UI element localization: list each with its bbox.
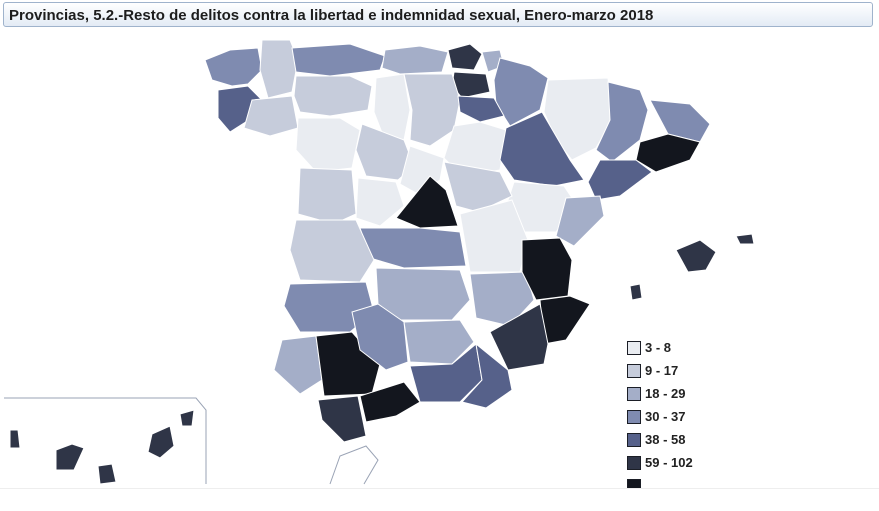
- canary-fuerteventura[interactable]: [147, 425, 175, 459]
- legend-item: 9 - 17: [627, 363, 717, 378]
- province-cordoba[interactable]: [351, 303, 409, 371]
- legend-swatch: [627, 410, 641, 424]
- province-a-coruna[interactable]: [204, 47, 263, 87]
- canary-inset-frame: [4, 397, 207, 484]
- legend-swatch: [627, 341, 641, 355]
- province-almeria[interactable]: [461, 342, 513, 409]
- province-ourense[interactable]: [243, 95, 299, 137]
- choropleth-map: [4, 39, 755, 485]
- province-lleida[interactable]: [595, 81, 649, 163]
- province-burgos[interactable]: [403, 73, 461, 147]
- legend-label: 38 - 58: [645, 432, 686, 447]
- canary-lanzarote[interactable]: [179, 409, 195, 427]
- province-cadiz[interactable]: [317, 395, 367, 443]
- province-malaga[interactable]: [359, 381, 421, 423]
- legend-item: 18 - 29: [627, 386, 717, 401]
- legend-label: 18 - 29: [645, 386, 686, 401]
- province-tarragona[interactable]: [587, 159, 653, 201]
- province-cantabria[interactable]: [381, 45, 449, 75]
- canary-gran-canaria[interactable]: [97, 463, 117, 485]
- province-girona[interactable]: [649, 99, 711, 143]
- legend-item: 38 - 58: [627, 432, 717, 447]
- legend-label: 30 - 37: [645, 409, 686, 424]
- province-valladolid[interactable]: [355, 123, 415, 181]
- province-zamora[interactable]: [295, 117, 361, 173]
- ceuta-outline: [329, 445, 379, 485]
- legend-item: 3 - 8: [627, 340, 717, 355]
- province-castellon[interactable]: [555, 195, 605, 247]
- province-ibiza[interactable]: [629, 283, 643, 301]
- legend-label: 3 - 8: [645, 340, 672, 355]
- legend-swatch: [627, 364, 641, 378]
- province-la-rioja[interactable]: [457, 95, 505, 123]
- province-barcelona[interactable]: [635, 133, 701, 173]
- province-huelva[interactable]: [273, 335, 323, 395]
- map-title: Provincias, 5.2.-Resto de delitos contra…: [9, 7, 654, 24]
- legend-swatch: [627, 387, 641, 401]
- province-albacete[interactable]: [469, 271, 535, 327]
- province-guadalajara[interactable]: [443, 161, 513, 213]
- bottom-strip: [0, 488, 879, 511]
- title-bar: Provincias, 5.2.-Resto de delitos contra…: [3, 2, 873, 27]
- legend-swatch: [627, 433, 641, 447]
- province-toledo[interactable]: [359, 227, 467, 269]
- province-bizkaia[interactable]: [447, 43, 483, 71]
- legend-label: 59 - 102: [645, 455, 693, 470]
- province-lugo[interactable]: [259, 39, 299, 99]
- province-navarra[interactable]: [493, 57, 549, 127]
- legend-item: 59 - 102: [627, 455, 717, 470]
- province-zaragoza[interactable]: [499, 111, 585, 187]
- legend-item: 30 - 37: [627, 409, 717, 424]
- province-menorca[interactable]: [735, 233, 755, 245]
- canary-tenerife[interactable]: [55, 443, 85, 471]
- canary-la-palma[interactable]: [9, 429, 21, 449]
- province-salamanca[interactable]: [297, 167, 357, 225]
- province-alicante[interactable]: [539, 295, 591, 345]
- legend-swatch: [627, 456, 641, 470]
- province-avila[interactable]: [355, 177, 405, 227]
- province-jaen[interactable]: [403, 319, 475, 365]
- province-leon[interactable]: [293, 75, 373, 117]
- province-asturias[interactable]: [291, 43, 386, 77]
- province-mallorca[interactable]: [675, 239, 717, 273]
- province-murcia[interactable]: [489, 303, 549, 371]
- legend-label: 9 - 17: [645, 363, 679, 378]
- province-madrid[interactable]: [395, 175, 459, 229]
